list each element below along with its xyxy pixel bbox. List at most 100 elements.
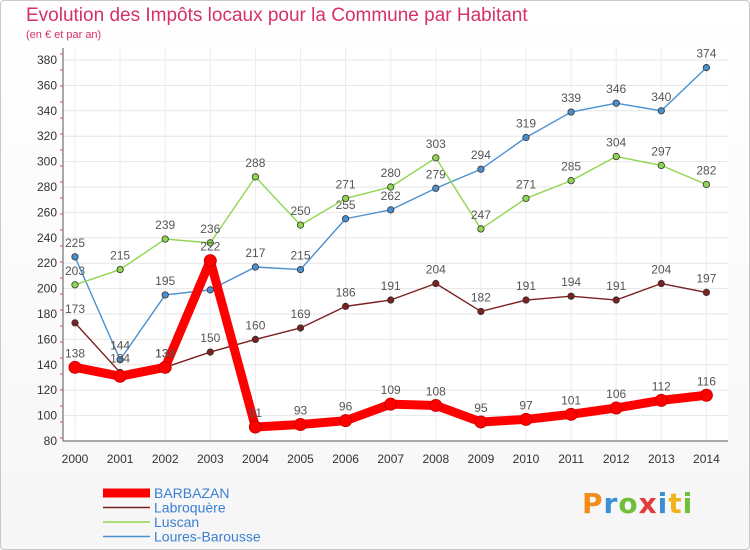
data-point	[477, 165, 485, 173]
data-point	[387, 296, 395, 304]
data-label: 303	[426, 137, 446, 151]
data-point	[567, 292, 575, 300]
data-point	[387, 183, 395, 191]
data-label: 247	[471, 208, 491, 222]
logo-letter: r	[603, 487, 619, 520]
data-point	[657, 161, 665, 170]
proxiti-logo: Proxiti	[582, 487, 693, 520]
y-tick-label: 340	[37, 104, 57, 118]
data-label: 108	[426, 384, 446, 398]
data-point	[429, 398, 443, 412]
data-point	[116, 265, 124, 274]
data-label: 346	[606, 82, 626, 96]
y-tick-label: 240	[37, 231, 57, 245]
data-label: 182	[471, 290, 491, 304]
data-point	[387, 206, 395, 214]
data-point	[567, 108, 575, 116]
data-label: 250	[290, 204, 310, 218]
data-label: 106	[606, 387, 626, 401]
data-label: 169	[290, 307, 310, 321]
data-label: 288	[245, 156, 265, 170]
data-label: 191	[606, 279, 626, 293]
x-tick-label: 2013	[648, 452, 675, 466]
data-point	[657, 279, 665, 288]
data-label: 138	[65, 346, 85, 360]
plot-area	[63, 48, 728, 441]
data-label: 191	[516, 279, 536, 293]
y-tick-label: 140	[37, 358, 57, 372]
data-point	[702, 180, 711, 189]
y-tick-label: 320	[37, 129, 57, 143]
data-point	[477, 307, 485, 316]
data-point	[206, 286, 214, 294]
x-tick-label: 2002	[152, 452, 179, 466]
y-tick-label: 300	[37, 155, 57, 169]
data-label: 96	[339, 400, 353, 414]
data-point	[612, 99, 620, 107]
data-label: 304	[606, 136, 626, 150]
data-label: 160	[245, 318, 265, 332]
data-label: 93	[294, 403, 308, 417]
data-point	[522, 133, 530, 142]
data-label: 282	[696, 163, 716, 177]
x-tick-label: 2009	[468, 452, 495, 466]
data-point	[522, 194, 530, 203]
x-tick-label: 2012	[603, 452, 630, 466]
data-point	[341, 215, 350, 223]
legend-label: Luscan	[154, 514, 199, 530]
data-point	[564, 407, 578, 421]
data-point	[384, 397, 398, 411]
x-tick-label: 2011	[558, 452, 584, 466]
data-label: 195	[155, 274, 175, 288]
data-point	[341, 302, 350, 310]
data-label: 297	[651, 144, 671, 158]
data-label: 173	[65, 302, 85, 316]
data-point	[296, 265, 305, 274]
data-point	[71, 281, 79, 289]
data-label: 271	[516, 177, 536, 191]
x-tick-label: 2004	[242, 452, 269, 466]
data-label: 134	[110, 351, 130, 365]
data-point	[654, 393, 668, 407]
data-label: 138	[155, 346, 175, 360]
chart-subtitle: (en € et par an)	[26, 29, 102, 41]
data-label: 97	[519, 398, 533, 412]
x-tick-label: 2008	[422, 452, 449, 466]
y-tick-label: 260	[37, 205, 57, 219]
data-point	[519, 412, 533, 426]
data-point	[432, 279, 440, 288]
data-label: 236	[200, 222, 220, 236]
logo-letter: P	[582, 487, 604, 520]
data-point	[203, 254, 217, 268]
data-point	[161, 291, 169, 299]
logo-letter: x	[638, 487, 658, 520]
data-label: 294	[471, 148, 491, 162]
y-tick-label: 160	[37, 332, 57, 346]
data-point	[339, 414, 353, 428]
data-label: 150	[200, 331, 220, 345]
data-point	[474, 415, 488, 429]
data-label: 262	[381, 189, 401, 203]
data-label: 112	[652, 379, 671, 393]
data-label: 204	[426, 263, 446, 277]
data-label: 239	[155, 218, 175, 232]
data-point	[251, 263, 259, 271]
logo-letter: o	[618, 487, 639, 520]
data-point	[657, 107, 665, 115]
data-label: 285	[561, 160, 581, 174]
data-point	[477, 225, 485, 233]
data-point	[71, 319, 79, 327]
data-point	[699, 388, 713, 402]
data-point	[522, 296, 530, 304]
data-point	[68, 360, 82, 374]
y-tick-label: 280	[37, 180, 57, 194]
logo-letter: i	[682, 487, 694, 520]
data-label: 279	[426, 167, 446, 181]
data-label: 339	[561, 91, 581, 105]
data-point	[71, 253, 79, 261]
y-tick-label: 120	[37, 383, 57, 397]
x-tick-label: 2007	[377, 452, 404, 466]
data-point	[206, 348, 214, 356]
logo-letter: t	[668, 487, 683, 520]
